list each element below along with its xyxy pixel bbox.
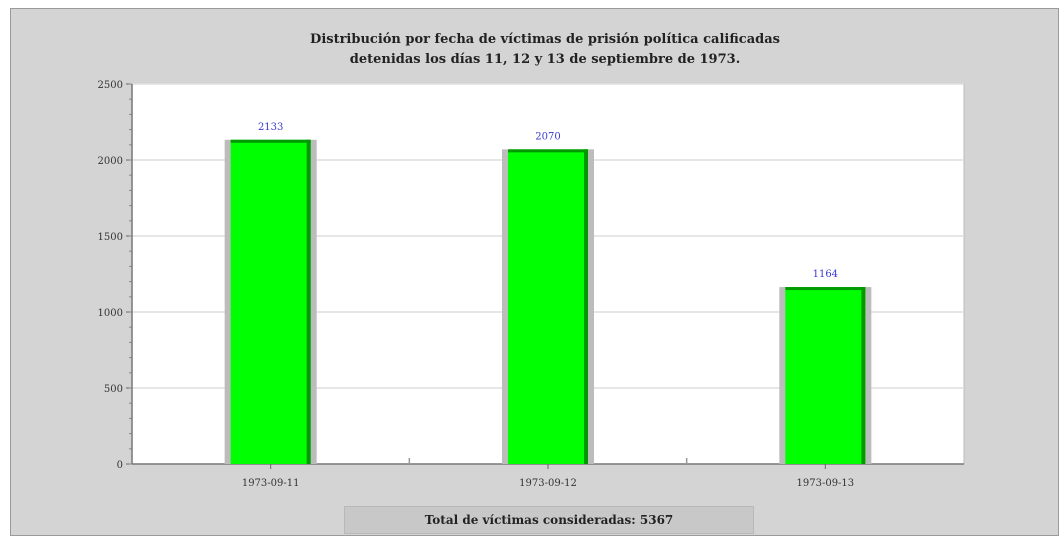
bar-edge-1973-09-12	[584, 149, 588, 465]
bar-top-1973-09-13	[785, 287, 866, 291]
bar-edge-1973-09-13	[861, 287, 866, 464]
bar-1973-09-12	[508, 149, 588, 465]
bars	[224, 139, 872, 465]
chart-title: Distribución por fecha de víctimas de pr…	[310, 32, 780, 67]
data-label-1973-09-12: 2070	[535, 131, 560, 142]
bar-top-1973-09-12	[508, 149, 588, 153]
bar-1973-09-13	[785, 287, 866, 464]
x-tick-label-1973-09-13: 1973-09-13	[797, 478, 855, 489]
bar-1973-09-11	[230, 139, 311, 464]
chart-canvas: Distribución por fecha de víctimas de pr…	[98, 32, 965, 489]
data-labels: 2133 2070 1164	[258, 122, 838, 280]
x-tick-label-1973-09-12: 1973-09-12	[519, 478, 577, 489]
y-tick-label-2500: 2500	[98, 80, 123, 91]
y-tick-label-1000: 1000	[98, 308, 123, 319]
data-label-1973-09-11: 2133	[258, 122, 283, 133]
y-tick-label-2000: 2000	[98, 156, 123, 167]
chart-title-line-1: Distribución por fecha de víctimas de pr…	[310, 32, 780, 47]
total-victims-note: Total de víctimas consideradas: 5367	[344, 506, 754, 534]
data-label-1973-09-13: 1164	[813, 269, 838, 280]
x-tick-label-1973-09-11: 1973-09-11	[242, 478, 300, 489]
y-tick-label-1500: 1500	[98, 232, 123, 243]
chart-title-line-2: detenidas los días 11, 12 y 13 de septie…	[350, 52, 740, 67]
bar-edge-1973-09-11	[306, 139, 311, 464]
y-tick-label-0: 0	[117, 460, 123, 471]
chart-frame: Distribución por fecha de víctimas de pr…	[10, 8, 1059, 536]
y-tick-label-500: 500	[104, 384, 123, 395]
bar-top-1973-09-11	[230, 139, 311, 143]
